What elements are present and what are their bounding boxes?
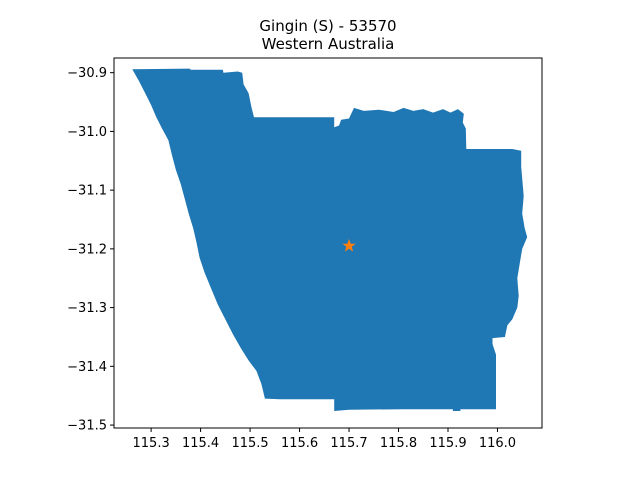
x-tick-label: 115.9 (429, 436, 466, 451)
star-icon (342, 238, 356, 252)
y-tick-label: −31.2 (67, 242, 107, 257)
x-tick-label: 116.0 (479, 436, 516, 451)
y-tick-label: −31.1 (67, 184, 107, 199)
y-tick-label: −31.3 (67, 301, 107, 316)
x-tick-label: 115.8 (380, 436, 417, 451)
x-tick-label: 115.4 (182, 436, 219, 451)
title-line-2: Western Australia (262, 35, 395, 53)
x-axis: 115.3 115.4 115.5 115.6 115.7 115.8 115.9 116.0 (133, 428, 516, 451)
y-axis: −30.9 −31.0 −31.1 −31.2 −31.3 −31.4 −31.5 (67, 66, 114, 434)
x-tick-label: 115.6 (281, 436, 318, 451)
region-polygon (132, 68, 528, 411)
axes-frame (113, 57, 543, 429)
plot-area (132, 68, 528, 411)
x-tick-label: 115.7 (330, 436, 367, 451)
y-tick-label: −31.5 (67, 419, 107, 434)
y-tick-label: −31.0 (67, 125, 107, 140)
x-tick-label: 115.3 (133, 436, 170, 451)
x-tick-label: 115.5 (231, 436, 268, 451)
title-line-1: Gingin (S) - 53570 (259, 17, 396, 35)
y-tick-label: −30.9 (67, 66, 107, 81)
y-tick-label: −31.4 (67, 360, 107, 375)
